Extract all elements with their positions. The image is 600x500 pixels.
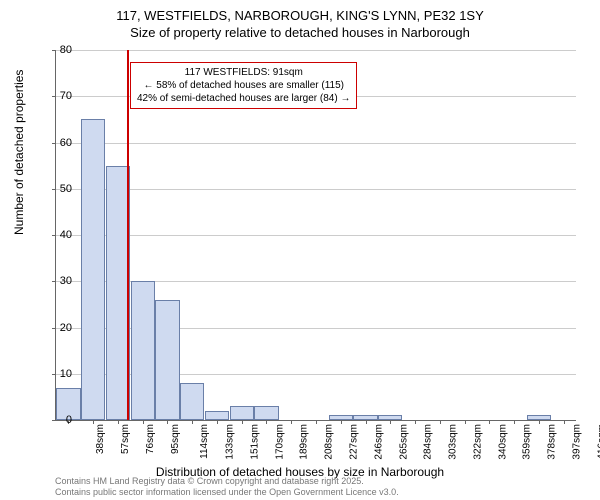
xtick-mark [192,420,193,424]
xtick-mark [539,420,540,424]
ytick-label: 10 [60,368,72,380]
histogram-bar [205,411,229,420]
xtick-label: 151sqm [250,424,261,460]
xtick-mark [415,420,416,424]
xtick-mark [366,420,367,424]
xtick-label: 57sqm [120,424,131,454]
gridline [56,50,576,51]
ytick-mark [52,143,56,144]
footer-line2: Contains public sector information licen… [55,487,399,498]
xtick-mark [316,420,317,424]
footer-line1: Contains HM Land Registry data © Crown c… [55,476,399,487]
histogram-bar [180,383,204,420]
xtick-mark [291,420,292,424]
ytick-label: 70 [60,90,72,102]
xtick-mark [489,420,490,424]
gridline [56,143,576,144]
ytick-label: 40 [60,229,72,241]
ytick-mark [52,50,56,51]
xtick-label: 284sqm [423,424,434,460]
chart-container: 117, WESTFIELDS, NARBOROUGH, KING'S LYNN… [0,0,600,500]
histogram-bar [81,119,105,420]
ytick-label: 80 [60,44,72,56]
ytick-label: 50 [60,183,72,195]
annotation-box: 117 WESTFIELDS: 91sqm← 58% of detached h… [130,62,357,109]
xtick-label: 303sqm [448,424,459,460]
xtick-label: 114sqm [199,424,210,459]
xtick-label: 76sqm [145,424,156,454]
ytick-label: 20 [60,322,72,334]
xtick-mark [341,420,342,424]
y-axis-label: Number of detached properties [12,70,26,235]
xtick-mark [217,420,218,424]
xtick-label: 208sqm [324,424,335,460]
title-sub: Size of property relative to detached ho… [0,23,600,40]
xtick-mark [564,420,565,424]
ytick-mark [52,96,56,97]
annotation-line: 117 WESTFIELDS: 91sqm [137,66,350,79]
xtick-mark [242,420,243,424]
xtick-mark [93,420,94,424]
footer-text: Contains HM Land Registry data © Crown c… [55,476,399,498]
xtick-label: 133sqm [225,424,236,460]
xtick-label: 416sqm [596,424,600,460]
xtick-label: 322sqm [472,424,483,460]
xtick-mark [118,420,119,424]
xtick-mark [143,420,144,424]
ytick-mark [52,374,56,375]
gridline [56,189,576,190]
histogram-bar [131,281,155,420]
ytick-mark [52,328,56,329]
ytick-label: 30 [60,275,72,287]
xtick-mark [440,420,441,424]
xtick-label: 246sqm [373,424,384,460]
xtick-label: 359sqm [522,424,533,460]
histogram-bar [155,300,179,420]
marker-line [127,50,129,420]
ytick-mark [52,281,56,282]
plot-area: 38sqm57sqm76sqm95sqm114sqm133sqm151sqm17… [55,50,576,421]
annotation-line: ← 58% of detached houses are smaller (11… [137,79,350,92]
xtick-label: 378sqm [547,424,558,460]
ytick-label: 0 [66,414,72,426]
gridline [56,235,576,236]
histogram-bar [230,406,254,420]
xtick-mark [390,420,391,424]
xtick-label: 397sqm [571,424,582,460]
xtick-label: 265sqm [398,424,409,460]
ytick-label: 60 [60,137,72,149]
xtick-mark [514,420,515,424]
xtick-mark [465,420,466,424]
xtick-label: 227sqm [349,424,360,460]
xtick-mark [167,420,168,424]
histogram-bar [254,406,278,420]
xtick-label: 38sqm [95,424,106,454]
ytick-mark [52,189,56,190]
xtick-label: 340sqm [497,424,508,460]
xtick-mark [266,420,267,424]
xtick-label: 189sqm [299,424,310,460]
title-main: 117, WESTFIELDS, NARBOROUGH, KING'S LYNN… [0,0,600,23]
annotation-line: 42% of semi-detached houses are larger (… [137,92,350,105]
ytick-mark [52,235,56,236]
xtick-label: 170sqm [274,424,285,460]
ytick-mark [52,420,56,421]
xtick-label: 95sqm [170,424,181,454]
